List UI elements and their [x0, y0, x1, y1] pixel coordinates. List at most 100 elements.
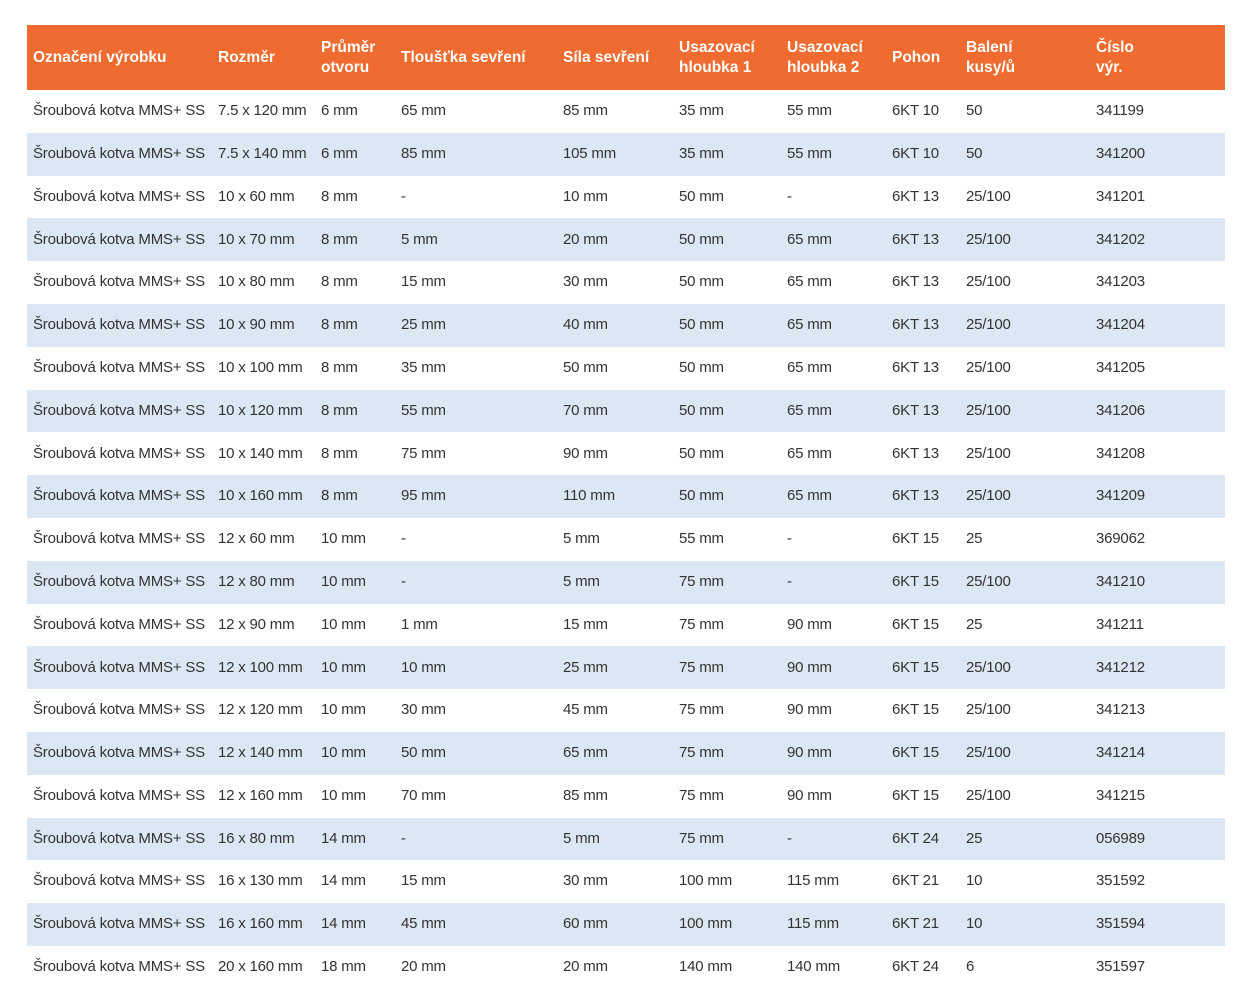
table-cell: 25/100 — [960, 346, 1090, 390]
table-cell: 6KT 15 — [886, 731, 960, 775]
table-cell: 8 mm — [315, 432, 395, 476]
table-cell: 25/100 — [960, 175, 1090, 219]
table-cell: 6KT 13 — [886, 432, 960, 476]
column-header-package-pieces: Balení kusy/ů — [960, 25, 1090, 90]
table-cell: 14 mm — [315, 860, 395, 904]
table-cell: 16 x 80 mm — [212, 817, 315, 861]
table-cell: 75 mm — [673, 689, 781, 732]
table-cell: - — [781, 817, 886, 861]
table-cell: 50 mm — [395, 731, 557, 775]
table-cell: 056989 — [1090, 817, 1225, 861]
table-cell: 90 mm — [781, 603, 886, 647]
table-cell: 6 mm — [315, 132, 395, 176]
table-row: Šroubová kotva MMS+ SS 7.5 x 120 mm 6 mm 65… — [27, 90, 1225, 133]
table-cell: Šroubová kotva MMS+ SS — [27, 774, 212, 818]
column-header-drive: Pohon — [886, 25, 960, 90]
table-cell: 90 mm — [781, 774, 886, 818]
table-cell: 25 mm — [557, 646, 673, 690]
table-row: Šroubová kotva MMS+ SS 12 x 140 mm 10 mm 50… — [27, 731, 1225, 775]
table-cell: 140 mm — [781, 945, 886, 989]
table-cell: 341204 — [1090, 303, 1225, 347]
table-cell: 25/100 — [960, 731, 1090, 775]
table-cell: 50 mm — [673, 432, 781, 476]
table-body: Šroubová kotva MMS+ SS 7.5 x 120 mm 6 mm 65… — [27, 90, 1225, 989]
table-cell: 65 mm — [781, 303, 886, 347]
table-cell: 12 x 120 mm — [212, 689, 315, 732]
table-cell: 6KT 13 — [886, 175, 960, 219]
table-cell: 12 x 160 mm — [212, 774, 315, 818]
table-cell: 5 mm — [557, 560, 673, 604]
table-cell: 341215 — [1090, 774, 1225, 818]
table-cell: 341214 — [1090, 731, 1225, 775]
table-cell: 341199 — [1090, 90, 1225, 133]
table-row: Šroubová kotva MMS+ SS 20 x 160 mm 18 mm 20… — [27, 945, 1225, 989]
table-cell: 25/100 — [960, 560, 1090, 604]
header-row: Označení výrobku Rozměr Průměr otvoru Tl… — [27, 25, 1225, 90]
table-row: Šroubová kotva MMS+ SS 16 x 80 mm 14 mm -5 … — [27, 817, 1225, 861]
table-cell: 65 mm — [781, 218, 886, 262]
table-header: Označení výrobku Rozměr Průměr otvoru Tl… — [27, 25, 1225, 90]
table-cell: 75 mm — [673, 603, 781, 647]
table-cell: 341202 — [1090, 218, 1225, 262]
table-cell: 40 mm — [557, 303, 673, 347]
table-row: Šroubová kotva MMS+ SS 10 x 120 mm 8 mm 55 … — [27, 389, 1225, 433]
table-cell: 8 mm — [315, 389, 395, 433]
table-cell: 65 mm — [781, 475, 886, 518]
table-cell: 10 x 140 mm — [212, 432, 315, 476]
table-cell: 14 mm — [315, 903, 395, 946]
table-cell: 20 mm — [557, 945, 673, 989]
column-header-setting-depth-1: Usazovací hloubka 1 — [673, 25, 781, 90]
table-cell: 341212 — [1090, 646, 1225, 690]
table-cell: 35 mm — [395, 346, 557, 390]
table-cell: 65 mm — [557, 731, 673, 775]
table-cell: 30 mm — [557, 261, 673, 304]
table-cell: 6KT 13 — [886, 475, 960, 518]
table-cell: 6KT 10 — [886, 132, 960, 176]
table-cell: 6KT 15 — [886, 603, 960, 647]
table-cell: 75 mm — [673, 817, 781, 861]
table-cell: 6KT 21 — [886, 903, 960, 946]
table-cell: 115 mm — [781, 903, 886, 946]
table-cell: 50 — [960, 132, 1090, 176]
table-cell: 45 mm — [395, 903, 557, 946]
table-cell: 6KT 24 — [886, 945, 960, 989]
table-cell: Šroubová kotva MMS+ SS — [27, 903, 212, 946]
column-header-clamping-force: Síla sevření — [557, 25, 673, 90]
table-cell: 6KT 13 — [886, 303, 960, 347]
table-cell: 60 mm — [557, 903, 673, 946]
table-cell: 15 mm — [557, 603, 673, 647]
table-cell: 10 x 60 mm — [212, 175, 315, 219]
table-cell: 140 mm — [673, 945, 781, 989]
table-cell: 10 x 120 mm — [212, 389, 315, 433]
table-cell: 16 x 160 mm — [212, 903, 315, 946]
table-cell: 15 mm — [395, 261, 557, 304]
table-cell: 7.5 x 140 mm — [212, 132, 315, 176]
table-cell: 7.5 x 120 mm — [212, 90, 315, 133]
table-cell: 25 — [960, 517, 1090, 561]
table-cell: 50 mm — [673, 346, 781, 390]
table-cell: 70 mm — [395, 774, 557, 818]
table-cell: 10 x 80 mm — [212, 261, 315, 304]
table-cell: Šroubová kotva MMS+ SS — [27, 731, 212, 775]
table-row: Šroubová kotva MMS+ SS 10 x 70 mm 8 mm 5 mm… — [27, 218, 1225, 262]
table-cell: 65 mm — [781, 389, 886, 433]
table-cell: 30 mm — [557, 860, 673, 904]
table-cell: 25/100 — [960, 646, 1090, 690]
table-cell: 85 mm — [557, 90, 673, 133]
table-cell: 6KT 15 — [886, 517, 960, 561]
table-cell: Šroubová kotva MMS+ SS — [27, 475, 212, 518]
table-cell: Šroubová kotva MMS+ SS — [27, 218, 212, 262]
table-cell: 50 mm — [673, 303, 781, 347]
table-cell: 50 mm — [673, 218, 781, 262]
table-cell: 25/100 — [960, 475, 1090, 518]
table-cell: Šroubová kotva MMS+ SS — [27, 432, 212, 476]
table-cell: 351594 — [1090, 903, 1225, 946]
table-row: Šroubová kotva MMS+ SS 12 x 80 mm 10 mm -5 … — [27, 560, 1225, 604]
table-cell: 25/100 — [960, 389, 1090, 433]
table-cell: 50 — [960, 90, 1090, 133]
table-cell: 18 mm — [315, 945, 395, 989]
table-cell: - — [395, 517, 557, 561]
table-cell: 55 mm — [781, 90, 886, 133]
table-cell: 20 mm — [557, 218, 673, 262]
table-cell: 341209 — [1090, 475, 1225, 518]
